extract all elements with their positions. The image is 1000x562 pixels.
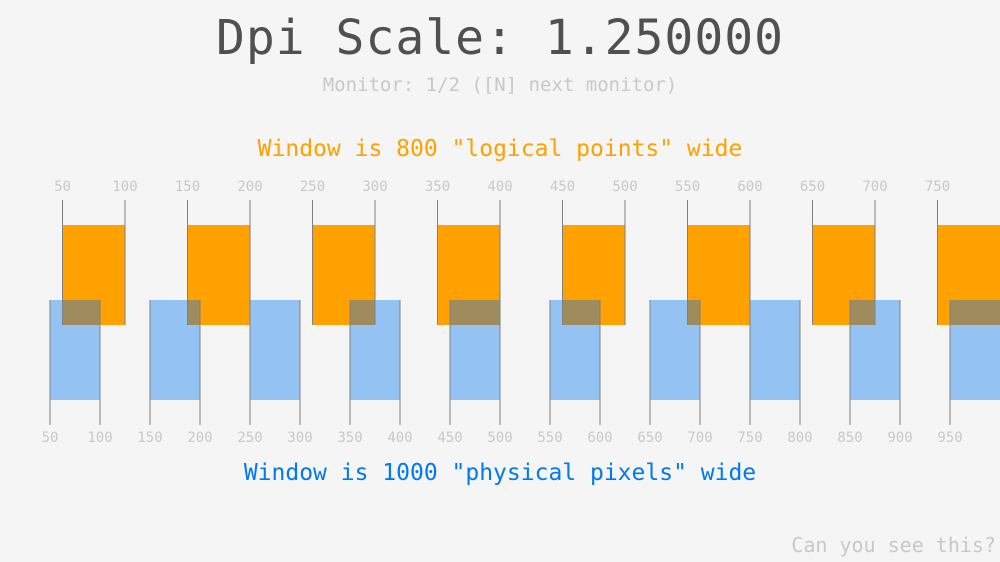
dpi-scale-title: Dpi Scale: 1.250000 [215, 10, 785, 66]
physical-tick-label: 450 [437, 430, 462, 446]
physical-block [750, 300, 800, 400]
logical-tick-label: 750 [925, 179, 950, 195]
physical-block [250, 300, 300, 400]
physical-tick-label: 900 [887, 430, 912, 446]
logical-tick-label: 100 [112, 179, 137, 195]
logical-tick-label: 50 [54, 179, 71, 195]
physical-tick-label: 800 [787, 430, 812, 446]
physical-tick-label: 950 [937, 430, 962, 446]
physical-tick-label: 850 [837, 430, 862, 446]
overlap-region [562, 300, 600, 325]
logical-tick-label: 550 [675, 179, 700, 195]
physical-tick-label: 400 [387, 430, 412, 446]
physical-tick-label: 600 [587, 430, 612, 446]
physical-tick-label: 100 [87, 430, 112, 446]
logical-tick-label: 700 [862, 179, 887, 195]
overlap-region [450, 300, 500, 325]
logical-tick-label: 400 [487, 179, 512, 195]
overlap-region [687, 300, 700, 325]
physical-width-caption: Window is 1000 "physical pixels" wide [243, 460, 757, 486]
physical-tick-label: 700 [687, 430, 712, 446]
logical-tick-label: 650 [800, 179, 825, 195]
overlap-region [850, 300, 875, 325]
physical-tick-label: 550 [537, 430, 562, 446]
physical-tick-label: 650 [637, 430, 662, 446]
logical-tick-label: 350 [425, 179, 450, 195]
physical-tick-label: 200 [187, 430, 212, 446]
logical-tick-label: 200 [237, 179, 262, 195]
physical-tick-label: 300 [287, 430, 312, 446]
physical-tick-label: 750 [737, 430, 762, 446]
physical-tick-label: 250 [237, 430, 262, 446]
physical-tick-label: 500 [487, 430, 512, 446]
logical-tick-label: 300 [362, 179, 387, 195]
overlap-region [62, 300, 100, 325]
physical-tick-label: 350 [337, 430, 362, 446]
logical-tick-label: 150 [175, 179, 200, 195]
logical-tick-label: 250 [300, 179, 325, 195]
logical-tick-label: 500 [612, 179, 637, 195]
physical-tick-label: 150 [137, 430, 162, 446]
physical-tick-label: 50 [42, 430, 59, 446]
corner-text: Can you see this? [791, 533, 996, 557]
logical-width-caption: Window is 800 "logical points" wide [257, 136, 743, 162]
overlap-region [187, 300, 200, 325]
logical-tick-label: 450 [550, 179, 575, 195]
logical-tick-label: 600 [737, 179, 762, 195]
overlap-region [950, 300, 1000, 325]
monitor-info: Monitor: 1/2 ([N] next monitor) [322, 74, 678, 96]
overlap-region [350, 300, 375, 325]
